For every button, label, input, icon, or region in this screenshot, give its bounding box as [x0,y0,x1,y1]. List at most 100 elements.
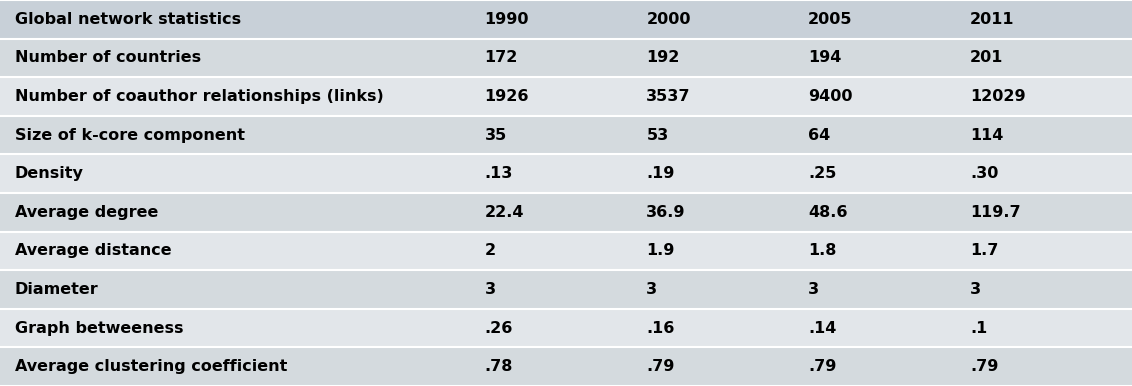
Bar [470,39,632,77]
Text: 2011: 2011 [970,12,1014,27]
Text: Size of k-core component: Size of k-core component [15,128,245,142]
Bar [955,154,1132,193]
Bar [470,116,632,154]
Bar [632,77,794,116]
Text: Global network statistics: Global network statistics [15,12,241,27]
Bar [470,154,632,193]
Bar [632,116,794,154]
Bar [794,77,955,116]
Bar [794,193,955,232]
Bar [955,232,1132,270]
Text: .1: .1 [970,321,987,335]
Bar [794,347,955,386]
Text: 3537: 3537 [646,89,691,104]
Bar [794,39,955,77]
Bar [955,193,1132,232]
Text: .79: .79 [646,359,675,374]
Bar [632,154,794,193]
Text: .30: .30 [970,166,998,181]
Text: .26: .26 [484,321,513,335]
Text: Density: Density [15,166,84,181]
Bar [632,309,794,347]
Text: 1990: 1990 [484,12,529,27]
Text: Average degree: Average degree [15,205,158,220]
Bar [955,39,1132,77]
Text: Number of coauthor relationships (links): Number of coauthor relationships (links) [15,89,384,104]
Bar [470,0,632,39]
Text: 3: 3 [484,282,496,297]
Bar [955,77,1132,116]
Text: Average distance: Average distance [15,244,171,258]
Bar [955,0,1132,39]
Text: 35: 35 [484,128,507,142]
Bar [0,154,470,193]
Text: 12029: 12029 [970,89,1026,104]
Bar [470,270,632,309]
Text: .78: .78 [484,359,513,374]
Text: 114: 114 [970,128,1003,142]
Bar [470,77,632,116]
Text: 119.7: 119.7 [970,205,1021,220]
Bar [0,309,470,347]
Text: 48.6: 48.6 [808,205,848,220]
Text: 201: 201 [970,51,1003,65]
Text: 9400: 9400 [808,89,852,104]
Bar [0,232,470,270]
Bar [470,193,632,232]
Text: 192: 192 [646,51,679,65]
Bar [0,347,470,386]
Bar [470,232,632,270]
Bar [0,77,470,116]
Bar [794,0,955,39]
Bar [470,347,632,386]
Text: 3: 3 [808,282,820,297]
Text: 2: 2 [484,244,496,258]
Text: Average clustering coefficient: Average clustering coefficient [15,359,288,374]
Text: 1926: 1926 [484,89,529,104]
Bar [794,154,955,193]
Bar [955,116,1132,154]
Text: 3: 3 [646,282,658,297]
Text: 22.4: 22.4 [484,205,524,220]
Text: 1.8: 1.8 [808,244,837,258]
Bar [955,347,1132,386]
Bar [0,116,470,154]
Text: 2005: 2005 [808,12,852,27]
Text: .79: .79 [808,359,837,374]
Text: 194: 194 [808,51,841,65]
Bar [0,193,470,232]
Bar [632,347,794,386]
Text: .14: .14 [808,321,837,335]
Text: Graph betweeness: Graph betweeness [15,321,183,335]
Text: .13: .13 [484,166,513,181]
Text: .19: .19 [646,166,675,181]
Text: 1.7: 1.7 [970,244,998,258]
Bar [794,116,955,154]
Bar [632,193,794,232]
Text: .79: .79 [970,359,998,374]
Text: 3: 3 [970,282,981,297]
Bar [794,232,955,270]
Text: 172: 172 [484,51,517,65]
Bar [794,309,955,347]
Bar [0,39,470,77]
Bar [632,232,794,270]
Bar [632,270,794,309]
Text: Number of countries: Number of countries [15,51,200,65]
Bar [632,39,794,77]
Bar [955,270,1132,309]
Text: 1.9: 1.9 [646,244,675,258]
Text: .25: .25 [808,166,837,181]
Text: .16: .16 [646,321,675,335]
Text: 2000: 2000 [646,12,691,27]
Bar [794,270,955,309]
Bar [955,309,1132,347]
Bar [632,0,794,39]
Bar [0,270,470,309]
Text: Diameter: Diameter [15,282,98,297]
Bar [0,0,470,39]
Bar [470,309,632,347]
Text: 53: 53 [646,128,669,142]
Text: 64: 64 [808,128,831,142]
Text: 36.9: 36.9 [646,205,686,220]
